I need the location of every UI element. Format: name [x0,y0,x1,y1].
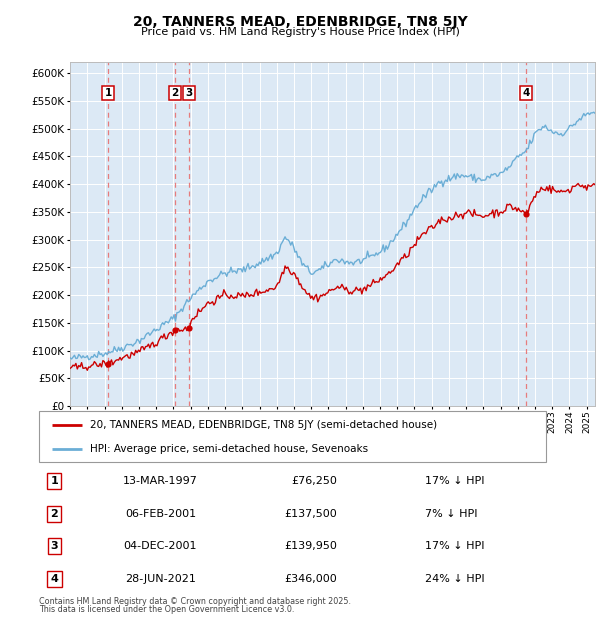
Text: 7% ↓ HPI: 7% ↓ HPI [425,509,478,519]
Text: 13-MAR-1997: 13-MAR-1997 [123,476,198,486]
Text: 17% ↓ HPI: 17% ↓ HPI [425,541,485,551]
Text: 20, TANNERS MEAD, EDENBRIDGE, TN8 5JY (semi-detached house): 20, TANNERS MEAD, EDENBRIDGE, TN8 5JY (s… [90,420,437,430]
Text: £137,500: £137,500 [284,509,337,519]
Text: 04-DEC-2001: 04-DEC-2001 [124,541,197,551]
Text: 3: 3 [185,88,193,98]
Text: 3: 3 [50,541,58,551]
Text: £76,250: £76,250 [291,476,337,486]
Text: 2: 2 [50,509,58,519]
Text: 06-FEB-2001: 06-FEB-2001 [125,509,196,519]
Text: 2: 2 [172,88,179,98]
Text: Contains HM Land Registry data © Crown copyright and database right 2025.: Contains HM Land Registry data © Crown c… [39,597,351,606]
Text: HPI: Average price, semi-detached house, Sevenoaks: HPI: Average price, semi-detached house,… [90,444,368,454]
Text: 17% ↓ HPI: 17% ↓ HPI [425,476,485,486]
Text: £346,000: £346,000 [284,574,337,584]
Text: This data is licensed under the Open Government Licence v3.0.: This data is licensed under the Open Gov… [39,605,295,614]
Text: £139,950: £139,950 [284,541,337,551]
Text: 20, TANNERS MEAD, EDENBRIDGE, TN8 5JY: 20, TANNERS MEAD, EDENBRIDGE, TN8 5JY [133,15,467,29]
Text: Price paid vs. HM Land Registry's House Price Index (HPI): Price paid vs. HM Land Registry's House … [140,27,460,37]
Text: 4: 4 [50,574,58,584]
Text: 24% ↓ HPI: 24% ↓ HPI [425,574,485,584]
FancyBboxPatch shape [39,411,546,462]
Text: 1: 1 [104,88,112,98]
Text: 4: 4 [523,88,530,98]
Text: 1: 1 [50,476,58,486]
Text: 28-JUN-2021: 28-JUN-2021 [125,574,196,584]
